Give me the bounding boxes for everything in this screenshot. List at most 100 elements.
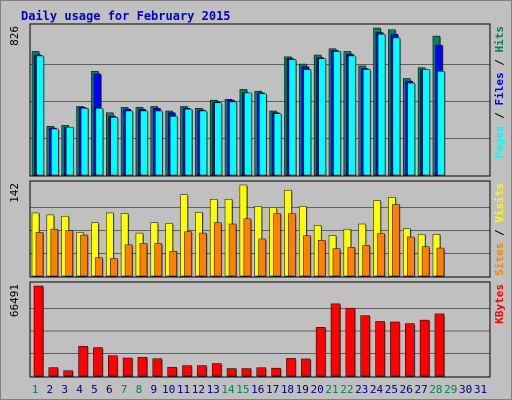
bar-kbytes-day-6 <box>108 355 118 377</box>
chart-title: Daily usage for February 2015 <box>21 9 231 23</box>
bar-visits-day-6 <box>106 212 114 277</box>
x-tick-label-day-25: 25 <box>385 383 398 396</box>
x-tick-label-day-20: 20 <box>311 383 324 396</box>
bar-visits-day-10 <box>165 223 173 277</box>
bar-pages-day-26 <box>407 82 415 176</box>
bar-kbytes-day-16 <box>256 367 266 377</box>
bar-pages-day-12 <box>199 110 208 176</box>
bar-kbytes-day-18 <box>286 358 296 377</box>
bar-pages-day-22 <box>348 55 356 176</box>
panel-bottom-legend: KBytes <box>493 284 506 324</box>
bar-kbytes-day-2 <box>48 367 59 377</box>
legend-separator: / <box>493 53 506 73</box>
x-tick-label-day-15: 15 <box>236 383 249 396</box>
panel-middle-border <box>29 180 491 278</box>
bar-kbytes-day-13 <box>211 363 222 377</box>
legend-kbytes: KBytes <box>493 284 506 324</box>
bar-kbytes-day-20 <box>315 327 326 377</box>
bar-sites-day-14 <box>228 223 237 277</box>
x-tick-label-day-19: 19 <box>296 383 309 396</box>
bar-sites-day-1 <box>35 232 44 277</box>
bar-pages-day-11 <box>184 108 193 176</box>
x-tick-label-day-26: 26 <box>400 383 413 396</box>
legend-visits: Visits <box>493 183 506 223</box>
x-tick-label-day-28: 28 <box>429 383 442 396</box>
x-tick-label-day-27: 27 <box>414 383 427 396</box>
legend-pages: Pages <box>493 125 506 158</box>
bar-sites-day-23 <box>362 245 370 277</box>
bar-pages-day-7 <box>125 110 133 176</box>
bar-visits-day-5 <box>91 222 99 277</box>
bar-pages-day-2 <box>51 128 59 176</box>
x-tick-label-day-12: 12 <box>192 383 205 396</box>
bar-kbytes-day-19 <box>301 358 311 377</box>
bar-kbytes-day-12 <box>197 365 207 377</box>
bar-pages-day-1 <box>36 55 44 176</box>
bar-kbytes-day-21 <box>330 303 341 377</box>
bar-kbytes-day-28 <box>434 313 445 377</box>
x-tick-label-day-29: 29 <box>444 383 457 396</box>
bar-pages-day-27 <box>422 69 430 176</box>
legend-sites: Sites <box>493 243 506 276</box>
bar-kbytes-day-23 <box>360 315 370 377</box>
x-tick-label-day-21: 21 <box>325 383 338 396</box>
bar-kbytes-day-22 <box>345 307 356 377</box>
bar-kbytes-day-8 <box>137 357 148 377</box>
bar-kbytes-day-1 <box>33 285 44 377</box>
bar-sites-day-11 <box>184 231 192 277</box>
bar-pages-day-18 <box>288 59 297 176</box>
x-tick-label-day-9: 9 <box>150 383 157 396</box>
bar-sites-day-13 <box>213 222 222 277</box>
bar-sites-day-2 <box>50 228 59 277</box>
bar-pages-day-23 <box>362 69 371 176</box>
bar-pages-day-24 <box>377 34 386 176</box>
bar-sites-day-5 <box>95 257 103 277</box>
x-tick-label-day-23: 23 <box>355 383 368 396</box>
x-tick-label-day-18: 18 <box>281 383 294 396</box>
x-tick-label-day-1: 1 <box>32 383 39 396</box>
bar-kbytes-day-3 <box>63 370 73 377</box>
bar-kbytes-day-4 <box>78 345 88 377</box>
legend-separator: / <box>493 223 506 243</box>
bar-kbytes-day-11 <box>182 365 192 377</box>
bar-sites-day-25 <box>392 204 400 277</box>
bar-sites-day-4 <box>80 234 88 277</box>
x-tick-label-day-11: 11 <box>177 383 190 396</box>
bar-pages-day-6 <box>110 117 118 176</box>
bar-pages-day-3 <box>65 126 74 176</box>
panel-bottom-border <box>29 281 491 378</box>
x-tick-label-day-16: 16 <box>251 383 264 396</box>
bar-kbytes-day-10 <box>167 366 177 377</box>
bar-kbytes-day-14 <box>226 368 237 377</box>
bar-pages-day-19 <box>303 69 312 176</box>
bar-kbytes-day-7 <box>122 357 133 377</box>
bar-sites-day-6 <box>110 258 118 277</box>
panel-middle-legend: Sites / Visits <box>493 183 506 276</box>
bar-sites-day-9 <box>154 243 163 277</box>
bar-sites-day-3 <box>65 230 73 277</box>
bar-pages-day-8 <box>140 110 148 176</box>
x-tick-label-day-2: 2 <box>47 383 54 396</box>
bar-kbytes-day-9 <box>152 358 163 377</box>
bar-pages-day-15 <box>244 92 252 176</box>
bar-pages-day-9 <box>155 110 163 176</box>
x-tick-label-day-30: 30 <box>459 383 472 396</box>
panel-bottom-ymax-label: 66491 <box>8 284 21 317</box>
panel-top-border <box>29 23 491 177</box>
legend-hits: Hits <box>493 26 506 53</box>
bar-sites-day-8 <box>139 243 148 277</box>
x-tick-label-day-3: 3 <box>61 383 68 396</box>
bar-pages-day-14 <box>229 101 237 176</box>
bar-sites-day-10 <box>169 251 177 277</box>
bar-kbytes-day-24 <box>375 321 385 377</box>
x-tick-label-day-14: 14 <box>221 383 235 396</box>
bar-pages-day-5 <box>95 108 104 176</box>
x-tick-label-day-17: 17 <box>266 383 279 396</box>
x-tick-label-day-10: 10 <box>162 383 175 396</box>
bar-pages-day-28 <box>437 71 445 176</box>
bar-pages-day-10 <box>169 116 178 176</box>
panel-top-legend: Pages / Files / Hits <box>493 26 506 159</box>
bar-pages-day-4 <box>80 108 89 176</box>
